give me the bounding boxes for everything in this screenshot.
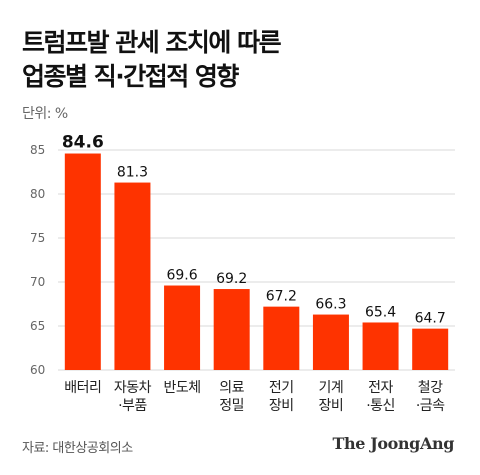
category-label: 배터리 <box>64 380 101 396</box>
unit-label: 단위: % <box>22 106 68 122</box>
chart-title: 트럼프발 관세 조치에 따른 업종별 직·간접적 영향 <box>22 26 282 94</box>
category-label: 정밀 <box>219 398 244 414</box>
bar-value-label: 69.6 <box>166 268 197 284</box>
category-label: ·통신 <box>366 398 395 414</box>
category-label: 자동차 <box>114 380 152 396</box>
y-tick-label: 65 <box>30 319 45 333</box>
category-label: 장비 <box>319 398 344 414</box>
bar <box>213 289 250 370</box>
title-line-2: 업종별 직·간접적 영향 <box>22 62 239 91</box>
bar <box>412 328 449 370</box>
category-label: 전자 <box>368 380 393 396</box>
title-line-1: 트럼프발 관세 조치에 따른 <box>22 28 282 57</box>
bar <box>312 314 349 370</box>
y-tick-label: 60 <box>30 363 45 377</box>
bar-value-label: 67.2 <box>266 289 297 305</box>
category-label: 장비 <box>269 398 294 414</box>
bar-value-label: 66.3 <box>315 297 346 313</box>
bar <box>263 306 300 370</box>
source-note: 자료: 대한상공회의소 <box>22 441 133 456</box>
category-label: 의료 <box>219 380 244 396</box>
bar-value-label: 84.6 <box>62 133 104 153</box>
category-label: ·금속 <box>416 398 445 414</box>
bar-value-label: 69.2 <box>216 271 247 287</box>
bar-value-label: 65.4 <box>365 304 396 320</box>
category-label: ·부품 <box>118 398 147 414</box>
category-label: 철강 <box>418 380 443 396</box>
publisher-logo: The JoongAng <box>332 434 455 453</box>
category-label: 전기 <box>269 380 294 396</box>
bar-value-label: 81.3 <box>117 165 148 181</box>
bar <box>362 322 399 370</box>
category-label: 반도체 <box>163 380 200 396</box>
bar <box>114 182 151 370</box>
y-tick-label: 85 <box>30 143 45 157</box>
bar <box>164 285 201 370</box>
bar-value-label: 64.7 <box>415 311 446 327</box>
y-tick-label: 70 <box>30 275 45 289</box>
y-tick-label: 80 <box>30 187 45 201</box>
y-tick-label: 75 <box>30 231 45 245</box>
bar <box>64 153 101 370</box>
category-label: 기계 <box>319 380 344 396</box>
